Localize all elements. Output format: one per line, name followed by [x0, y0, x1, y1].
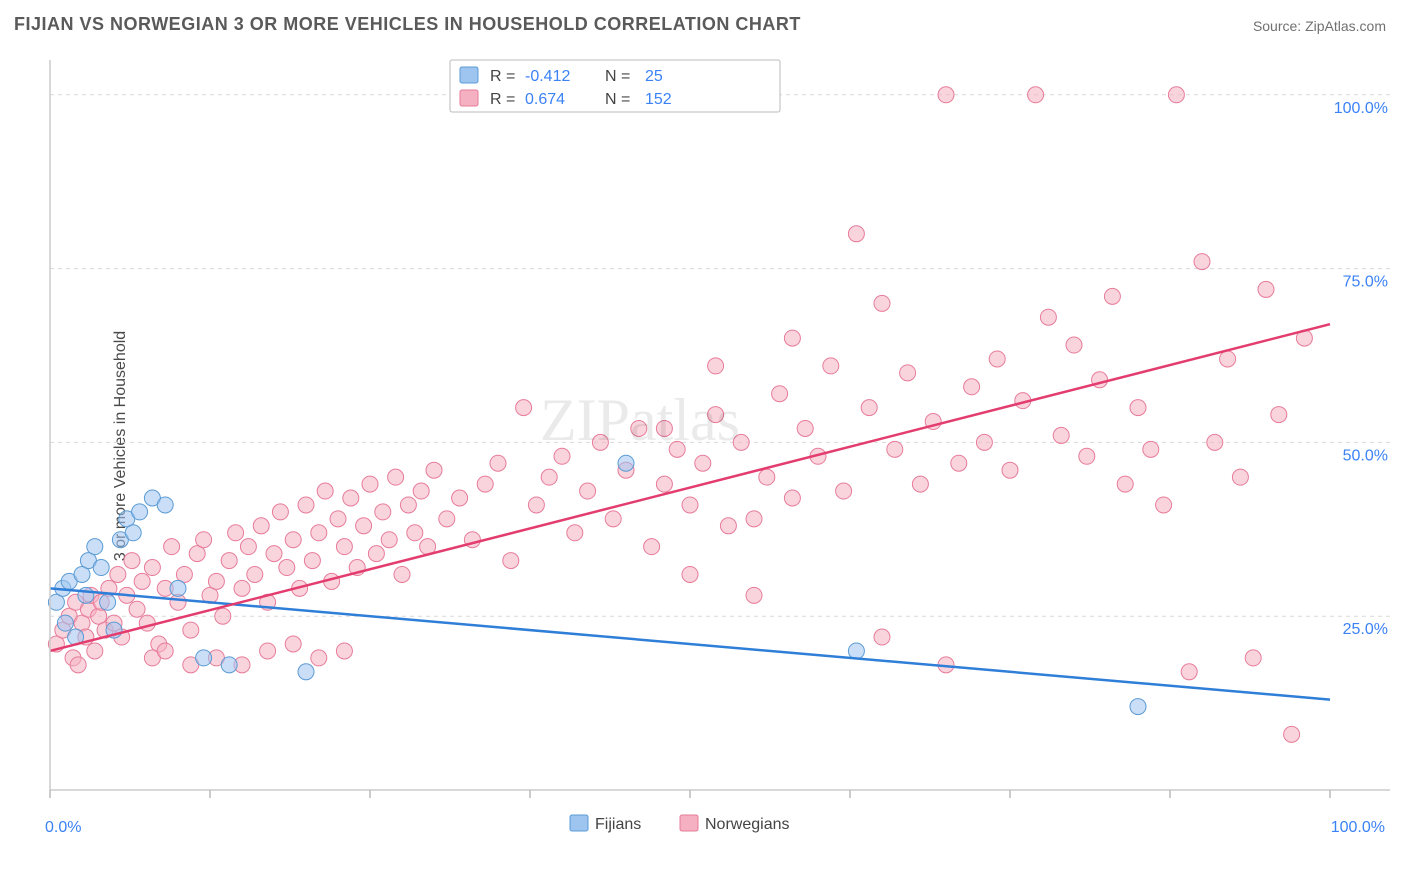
r-value-0: -0.412 — [525, 68, 570, 85]
series-legend: Fijians Norwegians — [570, 815, 789, 833]
svg-text:50.0%: 50.0% — [1343, 447, 1388, 464]
grid-lines — [50, 95, 1390, 616]
n-value-0: 25 — [645, 68, 663, 85]
source-attribution: Source: ZipAtlas.com — [1253, 18, 1386, 34]
svg-text:75.0%: 75.0% — [1343, 274, 1388, 291]
r-value-1: 0.674 — [525, 91, 565, 108]
y-tick-labels: 25.0% 50.0% 75.0% 100.0% — [1334, 100, 1388, 638]
svg-text:25.0%: 25.0% — [1343, 621, 1388, 638]
watermark: ZIPatlas — [540, 387, 740, 453]
r-label-1: R = — [490, 91, 515, 108]
legend-label-0: Fijians — [595, 816, 641, 833]
n-label-1: N = — [605, 91, 630, 108]
r-label-0: R = — [490, 68, 515, 85]
correlation-legend: R = -0.412 N = 25 R = 0.674 N = 152 — [450, 60, 780, 112]
n-label-0: N = — [605, 68, 630, 85]
svg-text:0.0%: 0.0% — [45, 819, 81, 836]
svg-text:100.0%: 100.0% — [1331, 819, 1385, 836]
chart-title: FIJIAN VS NORWEGIAN 3 OR MORE VEHICLES I… — [14, 14, 801, 35]
scatter-chart: 25.0% 50.0% 75.0% 100.0% 0.0% 100.0% ZIPatla… — [40, 50, 1390, 840]
n-value-1: 152 — [645, 91, 672, 108]
legend-label-1: Norwegians — [705, 816, 789, 833]
svg-text:100.0%: 100.0% — [1334, 100, 1388, 117]
